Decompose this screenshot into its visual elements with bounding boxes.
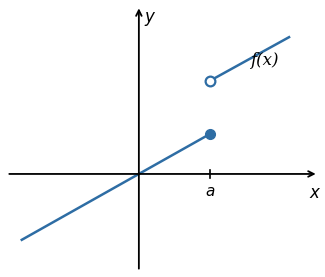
Text: a: a [205,184,214,199]
Text: f(x): f(x) [250,52,279,70]
Text: x: x [310,184,320,202]
Text: y: y [145,8,154,26]
